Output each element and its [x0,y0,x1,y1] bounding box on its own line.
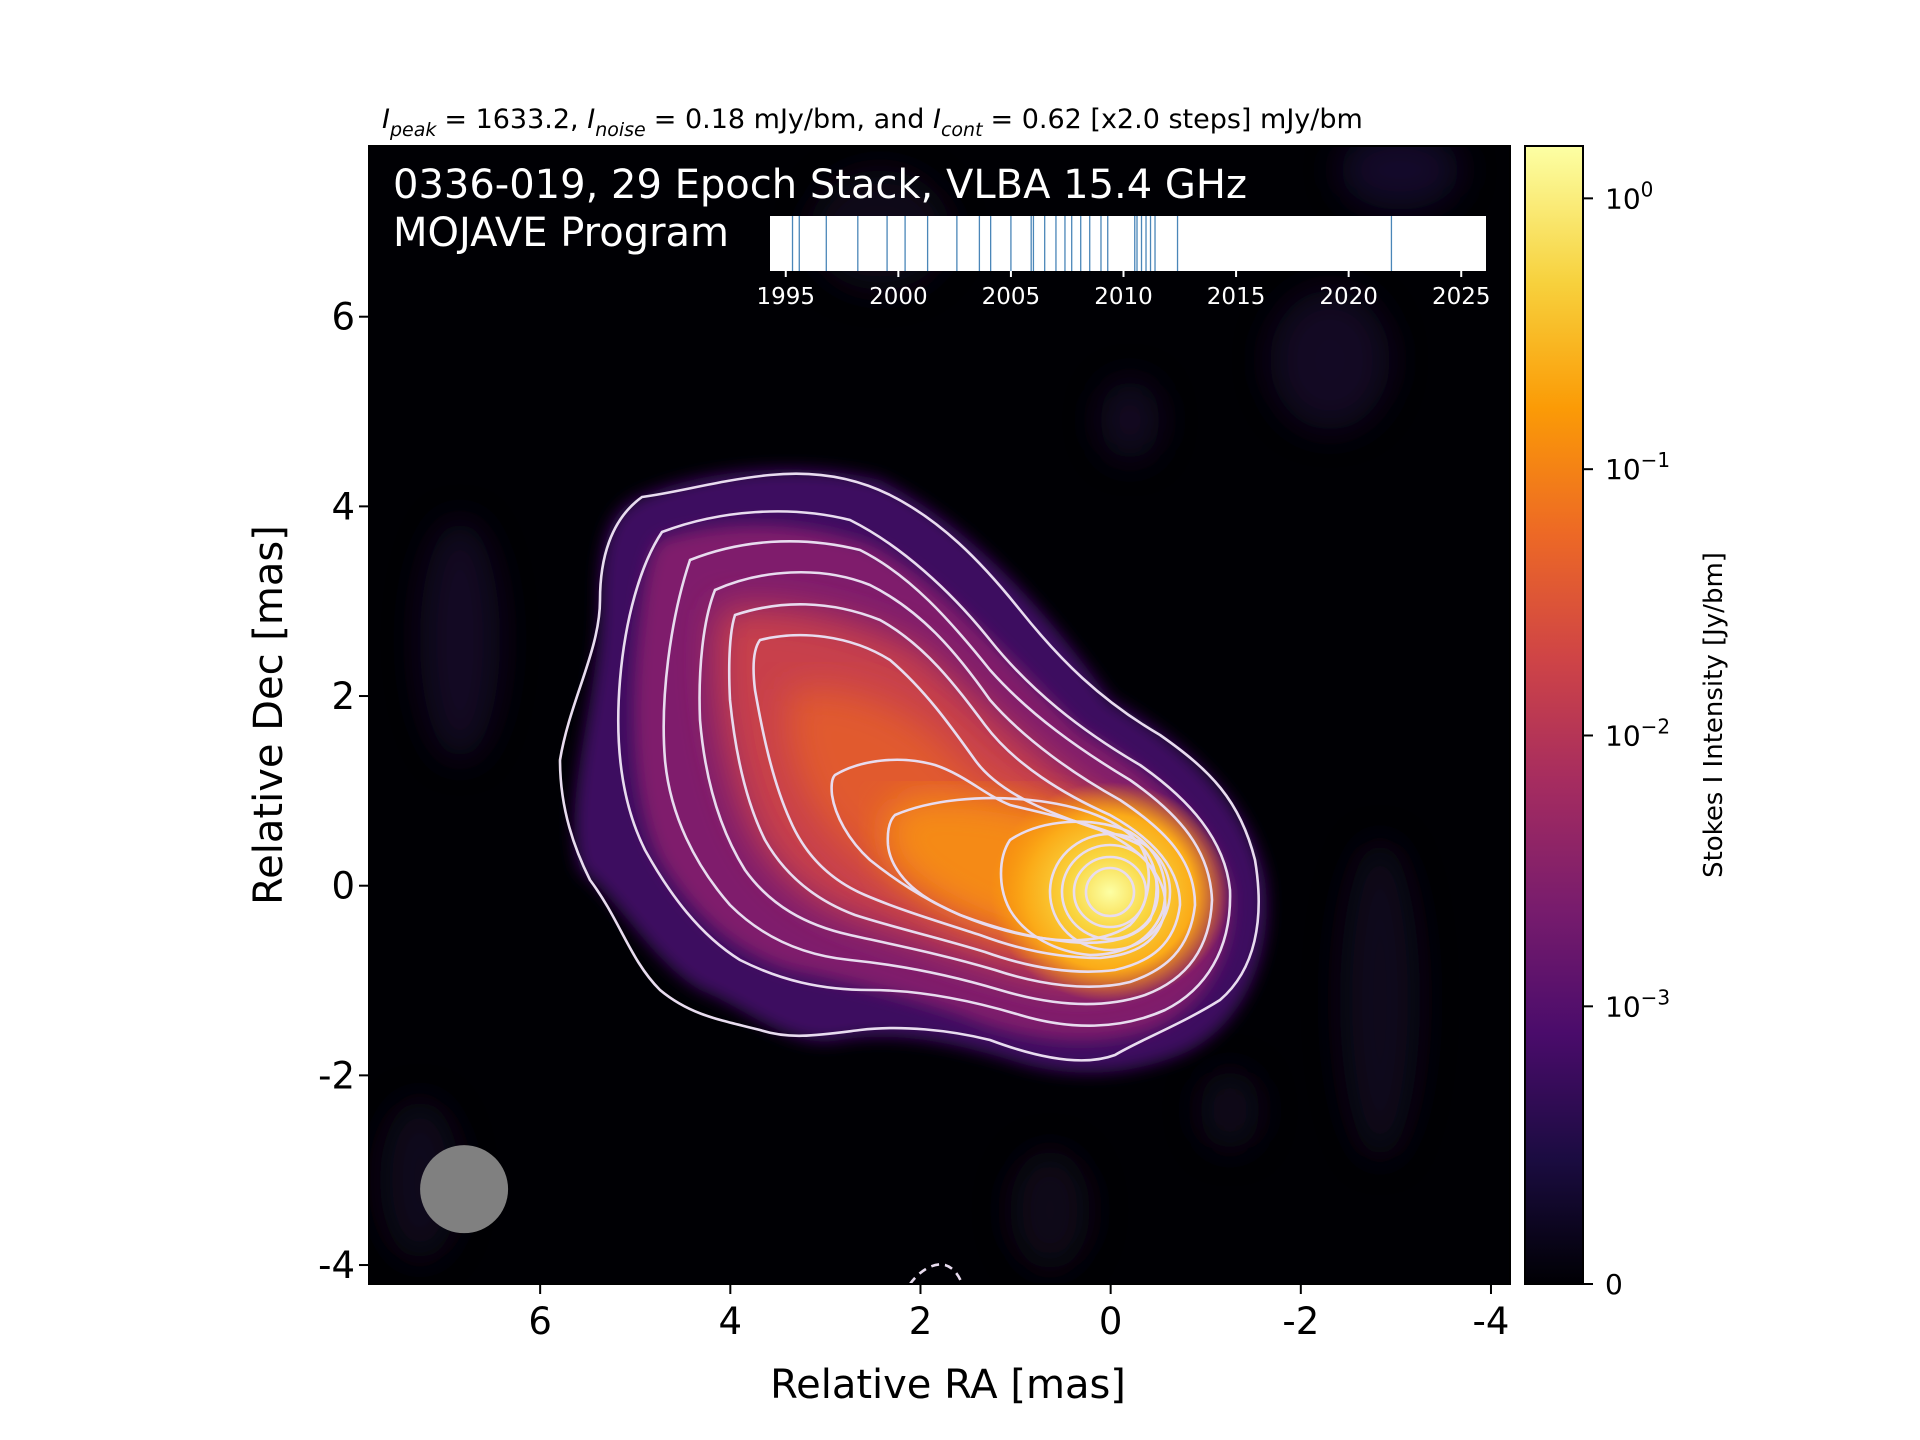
y-axis-label: Relative Dec [mas] [246,525,292,905]
epoch-tick-label: 2005 [982,284,1041,310]
epoch-tick-label: 2000 [869,284,928,310]
y-tick-label: -2 [318,1054,355,1097]
contour-level-10 [1048,832,1172,952]
colorbar-gradient [1524,145,1584,1285]
x-tick-label: 0 [1099,1300,1123,1343]
plot-frame [368,145,1511,1285]
image-subtitle: MOJAVE Program [393,210,729,256]
contour-level-12 [1072,855,1148,929]
y-tick-label: 0 [331,865,355,908]
y-tick-label: 2 [331,675,355,718]
core-emission [990,782,1230,1002]
epoch-timeline-box [770,216,1486,271]
contour-level-6 [752,633,1167,960]
x-tick-label: -4 [1473,1300,1510,1343]
negative-contour [908,1263,964,1284]
x-tick-label: -2 [1282,1300,1319,1343]
contour-level-9 [999,820,1167,957]
x-tick-label: 6 [528,1300,552,1343]
colorbar: 100 10−1 10−2 10−3 0 Stokes I Intensity [Jy/… [1524,145,1729,1301]
beam-ellipse [420,1145,509,1234]
colorbar-label: Stokes I Intensity [Jy/bm] [1699,552,1729,878]
contour-level-5 [727,603,1182,973]
intensity-contours [558,472,1260,1284]
contour-level-2 [616,510,1232,1027]
x-tick-label: 4 [719,1300,743,1343]
epoch-tick-label: 2020 [1319,284,1378,310]
contour-level-13 [1084,866,1136,918]
epoch-tick-label: 2010 [1094,284,1153,310]
colorbar-tick-label: 10−1 [1605,448,1670,486]
contour-level-1 [558,472,1260,1062]
colorbar-tick-label: 10−3 [1605,985,1670,1023]
y-tick-label: 4 [331,485,355,528]
image-title: 0336-019, 29 Epoch Stack, VLBA 15.4 GHz [393,162,1247,208]
epoch-tick-label: 2025 [1432,284,1491,310]
contour-level-8 [886,796,1151,942]
contour-level-4 [698,571,1197,988]
x-axis-label: Relative RA [mas] [770,1362,1126,1408]
epoch-tick-label: 2015 [1207,284,1266,310]
colorbar-tick-label: 100 [1605,177,1653,215]
contour-level-11 [1060,843,1160,941]
epoch-tick-label: 1995 [756,284,815,310]
colorbar-tick-label: 10−2 [1605,714,1670,752]
x-tick-label: 2 [909,1300,933,1343]
y-tick-label: -4 [318,1244,355,1287]
y-tick-label: 6 [331,296,355,339]
contour-level-3 [662,540,1214,1006]
colorbar-tick-label: 0 [1605,1268,1623,1301]
header-stats: Ipeak = 1633.2, Inoise = 0.18 mJy/bm, and … [382,104,1363,141]
epoch-timeline: 1995 2000 2005 2010 2015 2020 2025 [756,216,1491,310]
